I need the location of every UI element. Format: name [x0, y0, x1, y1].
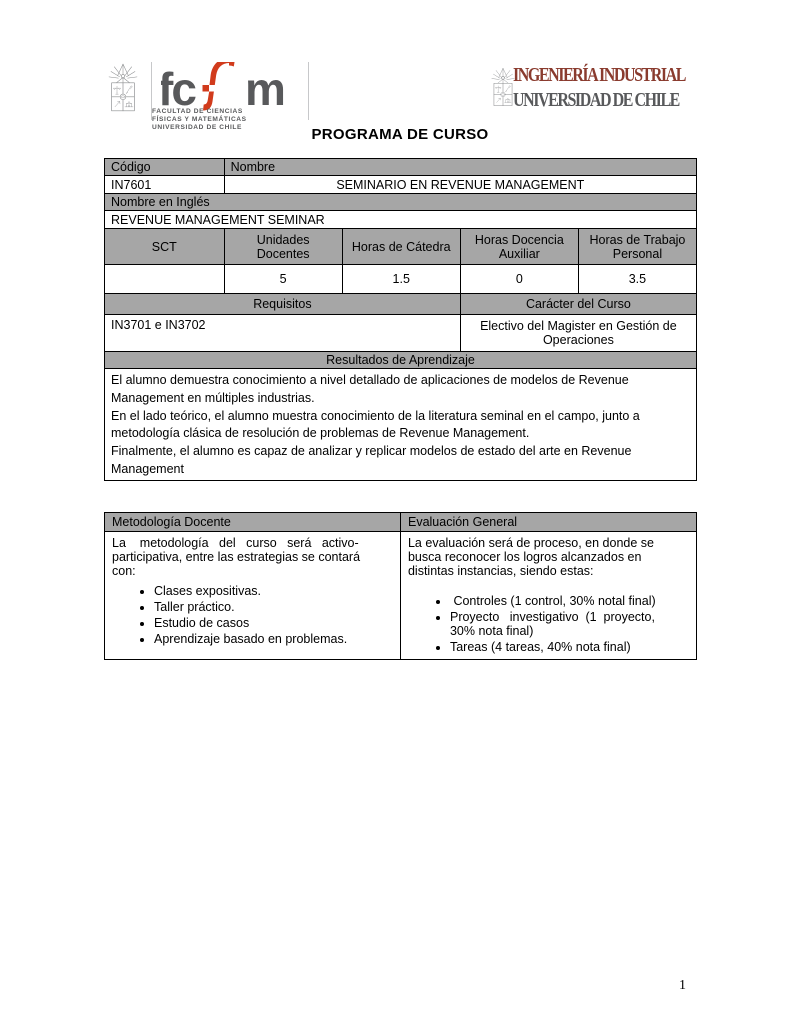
svg-text:m: m [245, 63, 284, 115]
